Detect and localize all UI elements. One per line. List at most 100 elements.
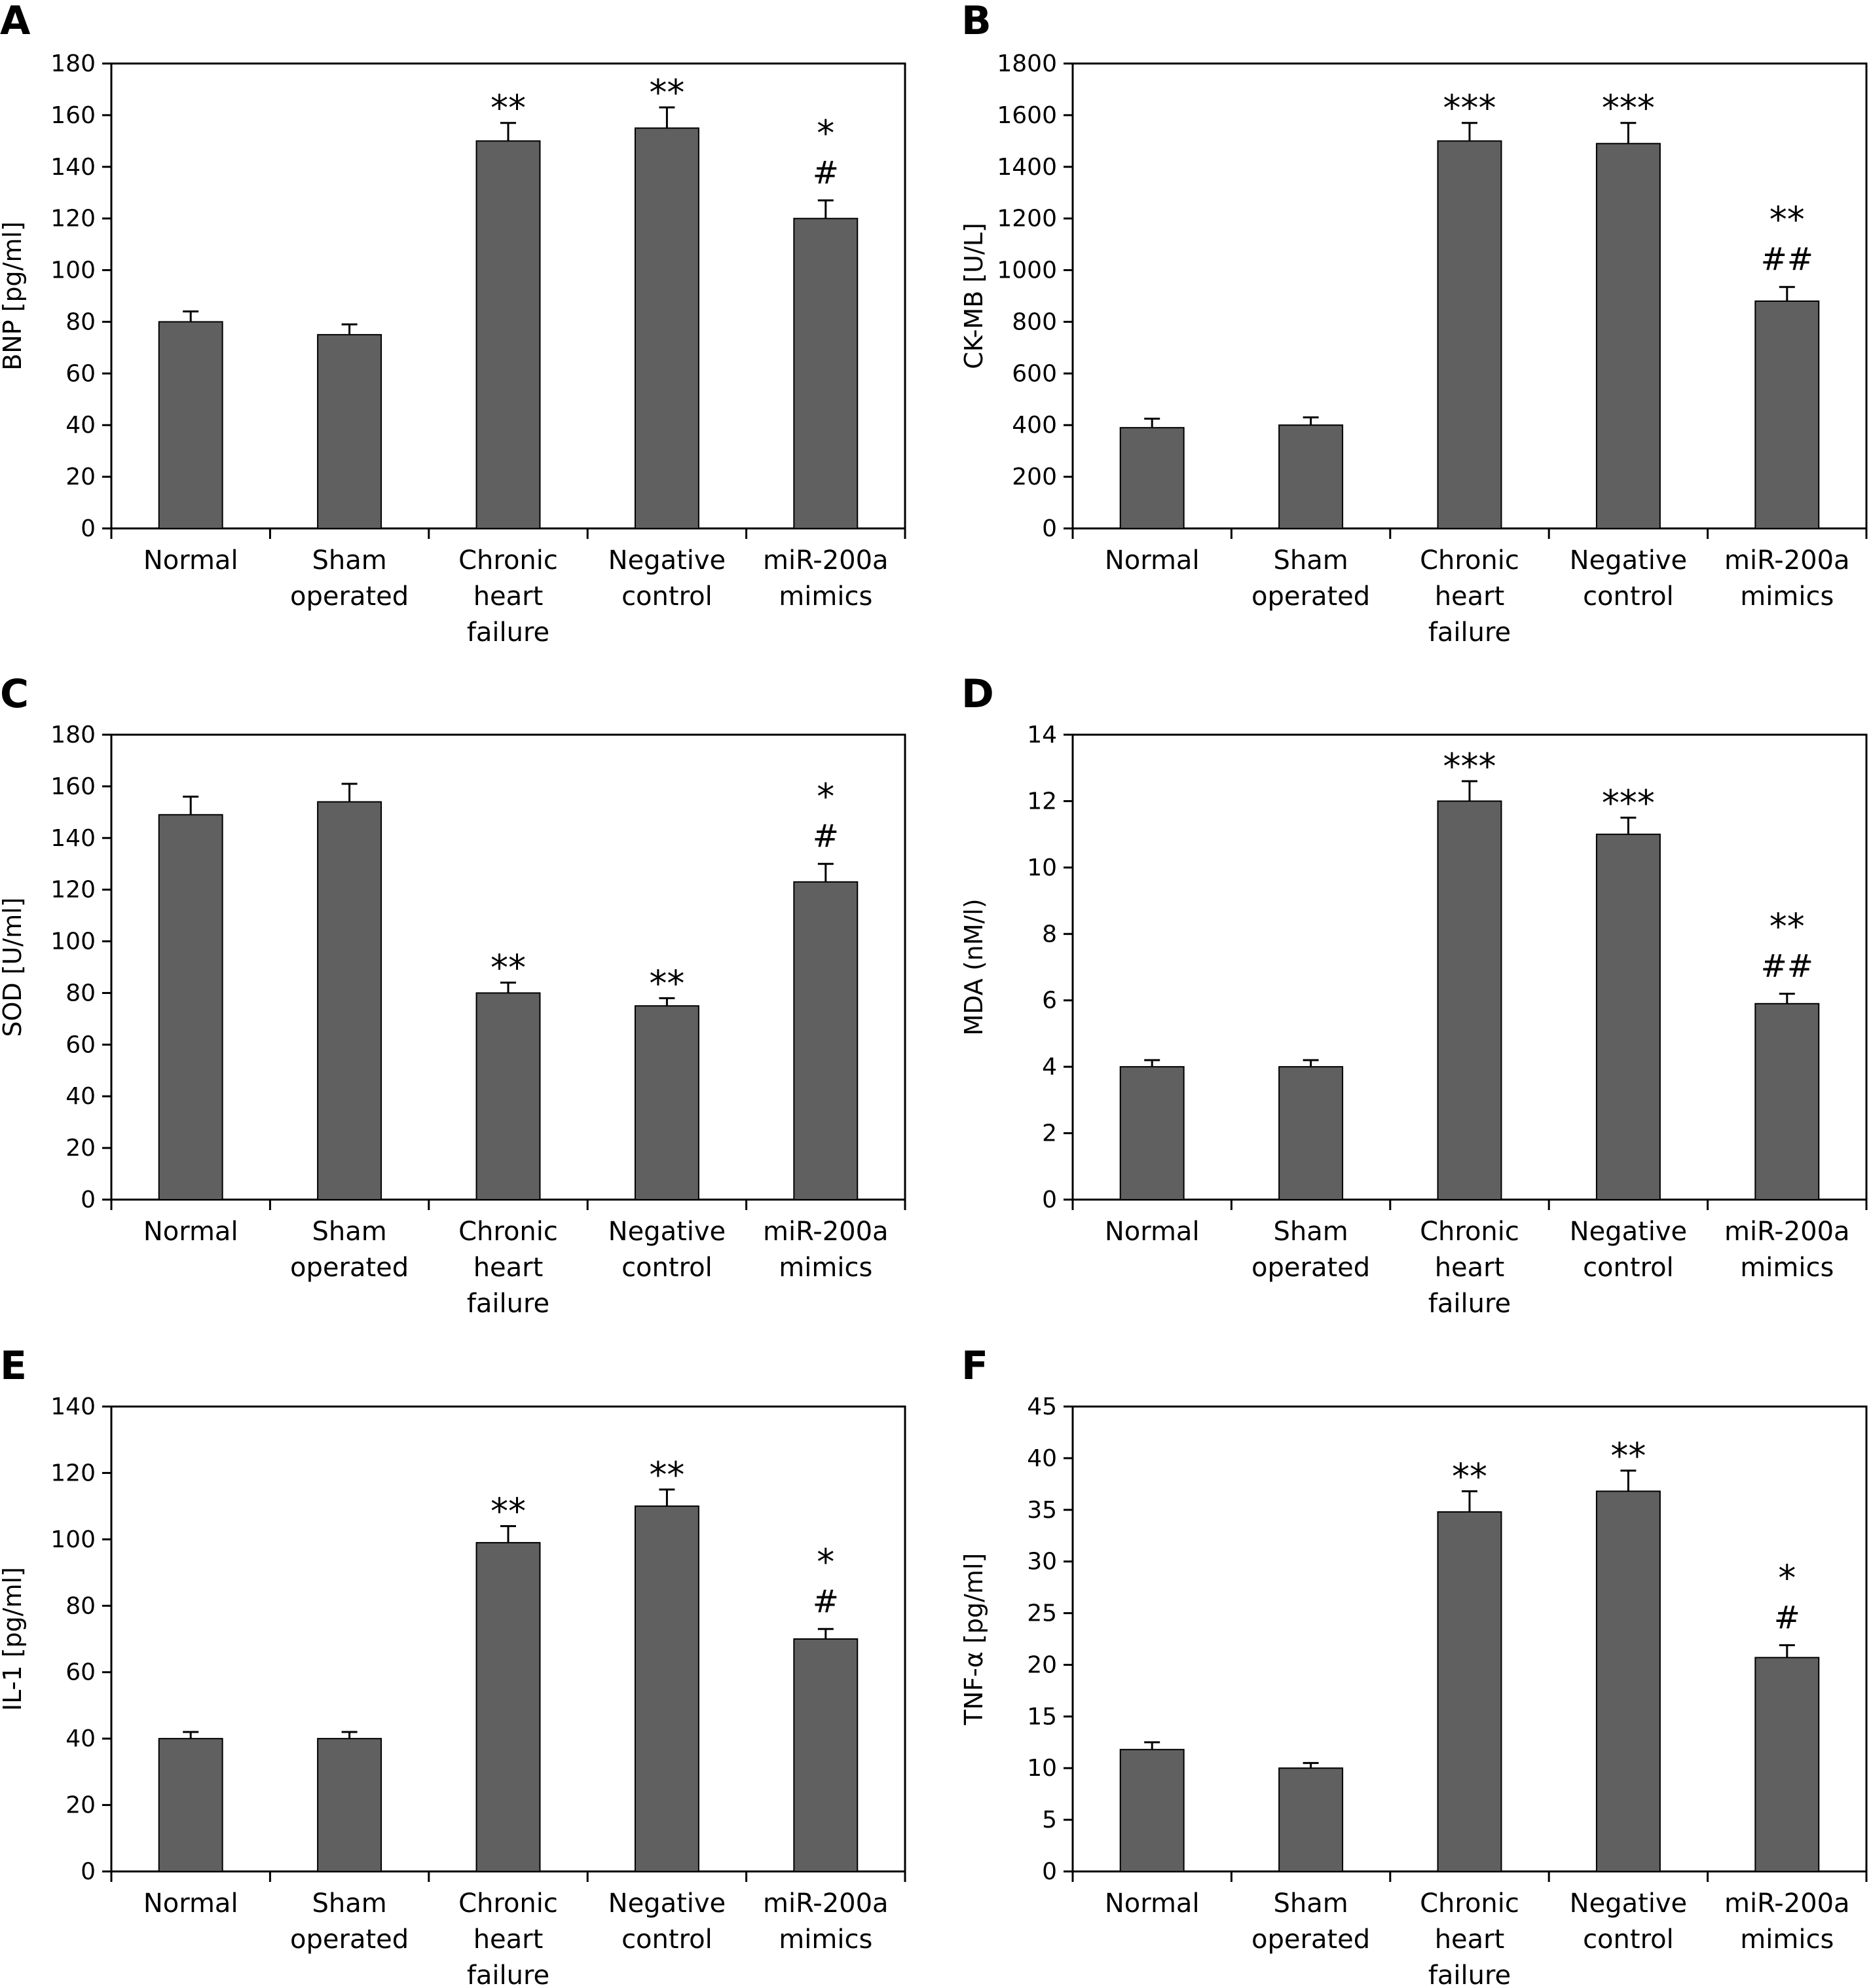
x-category-label: Normal bbox=[1105, 1217, 1200, 1247]
x-category-label: Sham bbox=[312, 545, 386, 576]
y-tick-label: 20 bbox=[65, 1792, 96, 1819]
x-category-label: Normal bbox=[1105, 545, 1200, 576]
significance-annotation: ** bbox=[649, 72, 684, 113]
x-category-label: Sham bbox=[1273, 1217, 1348, 1247]
x-category-label: heart bbox=[1435, 581, 1505, 612]
x-category-label: operated bbox=[1251, 581, 1370, 612]
x-category-label: operated bbox=[290, 1253, 409, 1283]
x-category-label: Negative bbox=[1570, 1217, 1688, 1247]
y-tick-label: 120 bbox=[50, 1460, 96, 1486]
chart-panel-c: C 0 20 40 60 80 100 120 140 160 180 SOD [U/ml] Norma… bbox=[0, 671, 906, 1319]
y-tick-label: 14 bbox=[1027, 722, 1057, 748]
x-category-label: miR-200a bbox=[763, 1217, 889, 1247]
x-category-label: failure bbox=[467, 1960, 549, 1988]
x-category-label: Normal bbox=[143, 1217, 238, 1247]
x-category-label: heart bbox=[1435, 1924, 1505, 1955]
y-tick-label: 400 bbox=[1012, 412, 1057, 439]
hash-annotation: # bbox=[813, 1583, 839, 1620]
x-category-label: miR-200a bbox=[763, 1888, 889, 1919]
x-category-label: Negative bbox=[1570, 545, 1688, 576]
y-tick-label: 12 bbox=[1027, 788, 1057, 815]
y-tick-label: 60 bbox=[65, 360, 96, 387]
y-tick-label: 40 bbox=[65, 1083, 96, 1110]
chart-panel-f: F 0 5 10 15 20 25 30 35 40 45 TNF-α [pg/ml] Normal Sh… bbox=[959, 1343, 1868, 1988]
y-tick-label: 20 bbox=[1027, 1651, 1057, 1678]
y-tick-label: 200 bbox=[1012, 464, 1057, 490]
x-category-label: heart bbox=[473, 581, 544, 612]
y-tick-label: 5 bbox=[1042, 1807, 1057, 1833]
y-tick-label: 180 bbox=[50, 50, 96, 77]
bar bbox=[793, 881, 859, 1201]
significance-annotation: ** bbox=[1452, 1456, 1487, 1497]
x-category-label: Chronic bbox=[1420, 1888, 1519, 1919]
y-tick-label: 10 bbox=[1027, 855, 1057, 881]
y-tick-label: 40 bbox=[65, 412, 96, 439]
hash-annotation: # bbox=[813, 818, 839, 855]
x-category-label: mimics bbox=[779, 1253, 872, 1283]
y-tick-label: 120 bbox=[50, 206, 96, 232]
y-tick-label: 1600 bbox=[997, 102, 1057, 129]
x-category-label: Sham bbox=[312, 1217, 386, 1247]
x-category-label: Chronic bbox=[458, 1888, 558, 1919]
bar bbox=[793, 217, 859, 529]
x-category-label: control bbox=[1583, 1253, 1674, 1283]
x-category-label: Sham bbox=[1273, 1888, 1348, 1919]
bar bbox=[1595, 143, 1661, 529]
bar bbox=[634, 1505, 699, 1872]
bar bbox=[158, 321, 223, 529]
y-axis-title: MDA (nM/l) bbox=[959, 898, 988, 1035]
bar bbox=[1754, 1657, 1820, 1872]
x-category-label: Normal bbox=[143, 545, 238, 576]
y-tick-label: 600 bbox=[1012, 360, 1057, 387]
y-tick-label: 0 bbox=[1042, 1187, 1057, 1213]
x-category-label: Normal bbox=[143, 1888, 238, 1919]
y-tick-label: 2 bbox=[1042, 1120, 1057, 1147]
bar bbox=[1278, 1767, 1344, 1872]
x-category-label: Chronic bbox=[1420, 545, 1519, 576]
significance-annotation: ** bbox=[1769, 906, 1805, 948]
bar bbox=[1119, 1066, 1185, 1200]
bar bbox=[317, 1738, 382, 1872]
y-tick-label: 20 bbox=[65, 1135, 96, 1162]
y-tick-label: 10 bbox=[1027, 1755, 1057, 1782]
x-category-label: heart bbox=[473, 1253, 544, 1283]
y-tick-label: 0 bbox=[81, 515, 96, 542]
y-tick-label: 160 bbox=[50, 773, 96, 800]
x-category-label: mimics bbox=[1740, 1253, 1834, 1283]
significance-annotation: *** bbox=[1602, 782, 1655, 824]
bar bbox=[1437, 1511, 1502, 1872]
bar bbox=[1595, 834, 1661, 1200]
chart-panel-e: E 0 20 40 60 80 100 120 140 IL-1 [pg/ml] Normal Sha… bbox=[0, 1343, 906, 1988]
x-category-label: control bbox=[621, 1253, 713, 1283]
y-axis-title: CK-MB [U/L] bbox=[959, 223, 988, 369]
bar bbox=[475, 140, 541, 530]
y-tick-label: 35 bbox=[1027, 1497, 1057, 1524]
bar bbox=[634, 1005, 699, 1200]
x-category-label: heart bbox=[1435, 1253, 1505, 1283]
y-tick-label: 80 bbox=[65, 980, 96, 1006]
x-category-label: failure bbox=[1428, 1289, 1511, 1319]
bar bbox=[158, 1738, 223, 1872]
y-tick-label: 140 bbox=[50, 154, 96, 181]
x-category-label: mimics bbox=[779, 1924, 872, 1955]
x-category-label: miR-200a bbox=[1724, 1217, 1850, 1247]
hash-annotation: ## bbox=[1761, 948, 1813, 985]
y-tick-label: 160 bbox=[50, 102, 96, 129]
x-category-label: mimics bbox=[779, 581, 872, 612]
x-category-label: miR-200a bbox=[1724, 545, 1850, 576]
x-category-label: Negative bbox=[608, 1217, 726, 1247]
y-tick-label: 30 bbox=[1027, 1549, 1057, 1575]
y-tick-label: 40 bbox=[1027, 1445, 1057, 1472]
significance-annotation: *** bbox=[1443, 746, 1496, 787]
y-tick-label: 20 bbox=[65, 464, 96, 490]
bar bbox=[1437, 800, 1502, 1200]
x-category-label: Negative bbox=[608, 1888, 726, 1919]
y-tick-label: 140 bbox=[50, 825, 96, 852]
y-tick-label: 0 bbox=[81, 1858, 96, 1885]
bar bbox=[475, 992, 541, 1200]
x-category-label: mimics bbox=[1740, 1924, 1834, 1955]
x-category-label: heart bbox=[473, 1924, 544, 1955]
bar bbox=[1595, 1490, 1661, 1872]
y-tick-label: 60 bbox=[65, 1659, 96, 1686]
x-category-label: miR-200a bbox=[763, 545, 889, 576]
